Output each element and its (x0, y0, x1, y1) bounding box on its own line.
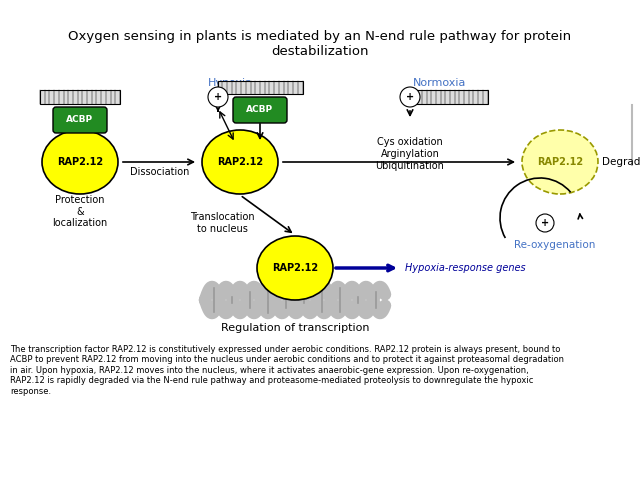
Text: RAP2.12: RAP2.12 (57, 157, 103, 167)
Text: +: + (541, 218, 549, 228)
Text: Translocation
to nucleus: Translocation to nucleus (189, 212, 254, 234)
Ellipse shape (202, 130, 278, 194)
Bar (413, 90, 488, 104)
Circle shape (536, 214, 554, 232)
Text: The transcription factor RAP2.12 is constitutively expressed under aerobic condi: The transcription factor RAP2.12 is cons… (10, 345, 564, 396)
Text: Protection
&
localization: Protection & localization (52, 195, 108, 228)
Text: Normoxia: Normoxia (413, 78, 467, 88)
Text: Degradation: Degradation (602, 157, 640, 167)
FancyBboxPatch shape (233, 97, 287, 123)
Bar (218, 81, 303, 94)
Text: Re-oxygenation: Re-oxygenation (515, 240, 596, 250)
Text: RAP2.12: RAP2.12 (217, 157, 263, 167)
Text: +: + (406, 92, 414, 102)
Ellipse shape (257, 236, 333, 300)
Text: Hypoxia: Hypoxia (207, 78, 253, 88)
Ellipse shape (522, 130, 598, 194)
Text: Regulation of transcription: Regulation of transcription (221, 323, 369, 333)
Text: Hypoxia-response genes: Hypoxia-response genes (405, 263, 525, 273)
Text: Dissociation: Dissociation (131, 167, 189, 177)
FancyBboxPatch shape (53, 107, 107, 133)
Circle shape (400, 87, 420, 107)
Text: RAP2.12: RAP2.12 (537, 157, 583, 167)
Text: ACBP: ACBP (246, 106, 273, 115)
Text: +: + (214, 92, 222, 102)
Bar (40, 90, 120, 104)
Text: Oxygen sensing in plants is mediated by an N-end rule pathway for protein
destab: Oxygen sensing in plants is mediated by … (68, 30, 572, 58)
Text: RAP2.12: RAP2.12 (272, 263, 318, 273)
Text: Cys oxidation
Arginylation
Ubiquitination: Cys oxidation Arginylation Ubiquitinatio… (376, 137, 444, 170)
Ellipse shape (42, 130, 118, 194)
Circle shape (208, 87, 228, 107)
Text: ACBP: ACBP (67, 116, 93, 124)
